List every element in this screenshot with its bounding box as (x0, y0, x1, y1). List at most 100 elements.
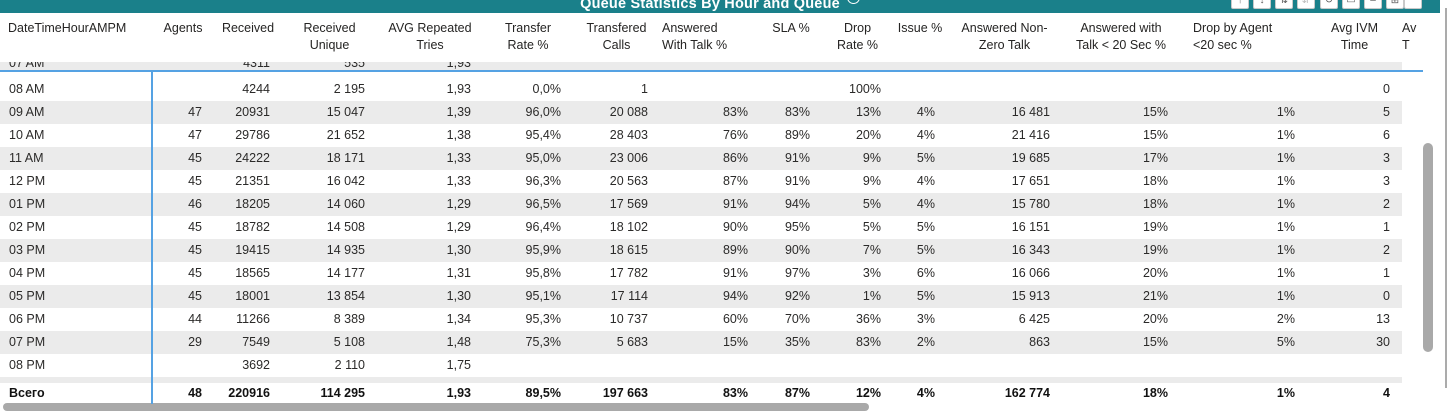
grid-icon[interactable]: ⊞ (1386, 0, 1404, 9)
column-header-avg_ivm_time[interactable]: Avg IVM Time (1330, 21, 1378, 52)
cell-sla: 94% (784, 197, 810, 211)
drill-up-icon[interactable]: ↑ (1231, 0, 1249, 9)
cell-avg_ivm_time: 0 (1383, 82, 1390, 96)
column-header-received[interactable]: Received (221, 21, 275, 35)
cell-transfered_calls: 18 102 (609, 220, 648, 234)
column-headers: DateTimeHourAMPM Agents Received Received U… (0, 13, 1448, 62)
cell-transfer_rate: 96,5% (525, 197, 561, 211)
cell-sla: 95% (784, 220, 810, 234)
column-header-hour[interactable]: DateTimeHourAMPM (8, 21, 127, 35)
cell-transfer_rate: 95,3% (525, 312, 561, 326)
cell-answered_with_talk: 94% (722, 289, 748, 303)
reset-icon[interactable]: ↻ (1320, 0, 1338, 9)
cell-agents: 46 (188, 197, 202, 211)
cell-answered_with_talk: 89% (722, 243, 748, 257)
cell-avg_repeated_tries: 1,48 (446, 335, 471, 349)
cell-avg_repeated_tries: 1,33 (446, 151, 471, 165)
vertical-scrollbar[interactable] (1423, 143, 1433, 352)
cell-transfer_rate: 95,0% (525, 151, 561, 165)
cell-agents: 45 (188, 174, 202, 188)
table-row: 04 PM 45 18565 14 177 1,31 95,8% 17 782 91% 97% 3… (0, 262, 1402, 285)
column-header-drop_rate[interactable]: Drop Rate % (837, 21, 878, 52)
cell-drop_by_agent_lt20: 2% (1276, 312, 1295, 326)
cell-received: 18782 (235, 220, 270, 234)
cell-received_unique: 14 508 (326, 220, 365, 234)
cell-drop_rate: 7% (862, 243, 881, 257)
cell-avg_repeated_tries: 1,75 (446, 358, 471, 372)
cell-transfered_calls: 5 683 (616, 335, 648, 349)
cell-sla: 91% (784, 174, 810, 188)
info-icon[interactable]: i (846, 0, 860, 4)
cell-transfer_rate: 96,4% (525, 220, 561, 234)
cell-agents: 45 (188, 220, 202, 234)
cell-avg_ivm_time: 2 (1383, 243, 1390, 257)
cell-hour: 08 AM (9, 82, 45, 96)
cell-hour: 09 AM (9, 105, 45, 119)
cell-hour: 11 AM (9, 151, 44, 165)
column-header-answered_talk_lt20[interactable]: Answered with Talk < 20 Sec % (1076, 21, 1166, 52)
horizontal-scrollbar[interactable] (3, 403, 869, 411)
cell-drop_by_agent_lt20: 1% (1276, 386, 1295, 400)
cell-transfer_rate: 95,1% (525, 289, 561, 303)
more-options-icon[interactable]: – (1364, 0, 1382, 9)
cell-answered_nonzero_talk: 19 685 (1011, 151, 1050, 165)
drill-down-icon[interactable]: ↓ (1253, 0, 1271, 9)
cell-issue (893, 62, 947, 70)
column-header-answered_nonzero_talk[interactable]: Answered Non- Zero Talk (961, 21, 1048, 52)
column-header-next_column_partial[interactable]: Av T (1402, 21, 1417, 52)
cell-answered_with_talk: 76% (722, 128, 748, 142)
cell-drop_by_agent_lt20: 5% (1276, 335, 1295, 349)
cell-agents: 45 (188, 266, 202, 280)
focus-mode-icon[interactable]: ▭ (1342, 0, 1360, 9)
go-to-next-level-icon[interactable]: ⇅ (1275, 0, 1293, 9)
cell-avg_ivm_time: 3 (1383, 151, 1390, 165)
column-header-received_unique[interactable]: Received Unique (303, 21, 356, 52)
cell-hour: 07 PM (9, 335, 46, 349)
cell-issue: 4% (916, 128, 935, 142)
cell-transfer_rate: 75,3% (525, 335, 561, 349)
cell-issue: 6% (916, 266, 935, 280)
cell-answered_talk_lt20: 20% (1142, 312, 1168, 326)
cell-drop_rate: 1% (862, 289, 881, 303)
cell-sla: 92% (784, 289, 810, 303)
cell-transfer_rate (483, 62, 573, 70)
column-header-transfer_rate[interactable]: Transfer Rate % (504, 21, 552, 52)
corner-tile-icon[interactable] (1404, 0, 1422, 9)
cell-drop_by_agent_lt20 (1180, 62, 1307, 70)
expand-all-icon[interactable]: ⇵ (1297, 0, 1315, 9)
cell-avg_ivm_time: 6 (1383, 128, 1390, 142)
cell-answered_talk_lt20 (1062, 78, 1180, 101)
cell-sla: 70% (784, 312, 810, 326)
partial-bottom-row (0, 377, 1402, 383)
table-row: 03 PM 45 19415 14 935 1,30 95,9% 18 615 89% 90% 7… (0, 239, 1402, 262)
cell-hour: Всего (9, 386, 45, 400)
column-header-avg_repeated_tries[interactable]: AVG Repeated Tries (388, 21, 472, 52)
cell-avg_repeated_tries: 1,39 (446, 105, 471, 119)
table-row: 09 AM 47 20931 15 047 1,39 96,0% 20 088 83% 83% 1… (0, 101, 1402, 124)
cell-avg_repeated_tries: 1,38 (446, 128, 471, 142)
cell-sla: 87% (784, 386, 810, 400)
column-header-answered_with_talk[interactable]: Answered With Talk % (662, 21, 728, 52)
column-header-drop_by_agent_lt20[interactable]: Drop by Agent <20 sec % (1193, 21, 1273, 52)
cell-issue: 2% (916, 335, 935, 349)
table-row: 12 PM 45 21351 16 042 1,33 96,3% 20 563 87% 91% 9… (0, 170, 1402, 193)
column-header-transfered_calls[interactable]: Transfered Calls (586, 21, 647, 52)
column-header-issue[interactable]: Issue % (897, 21, 943, 35)
cell-answered_with_talk: 91% (722, 197, 748, 211)
cell-answered_with_talk: 86% (722, 151, 748, 165)
column-header-agents[interactable]: Agents (163, 21, 203, 35)
cell-received_unique: 2 195 (333, 82, 365, 96)
cell-drop_by_agent_lt20: 1% (1276, 243, 1295, 257)
column-header-sla[interactable]: SLA % (772, 21, 810, 35)
cell-avg_ivm_time: 0 (1383, 289, 1390, 303)
partial-top-row: 07 AM 4311 535 1,93 (0, 62, 1402, 70)
cell-transfered_calls (573, 354, 660, 377)
cell-answered_talk_lt20: 15% (1142, 335, 1168, 349)
table-row: 10 AM 47 29786 21 652 1,38 95,4% 28 403 76% 89% 2… (0, 124, 1402, 147)
cell-answered_with_talk: 60% (722, 312, 748, 326)
cell-hour: 10 AM (9, 128, 45, 142)
cell-hour: 07 AM (9, 62, 45, 70)
cell-answered_nonzero_talk: 16 066 (1011, 266, 1050, 280)
cell-received_unique: 2 110 (334, 358, 365, 372)
cell-avg_repeated_tries: 1,93 (446, 386, 471, 400)
